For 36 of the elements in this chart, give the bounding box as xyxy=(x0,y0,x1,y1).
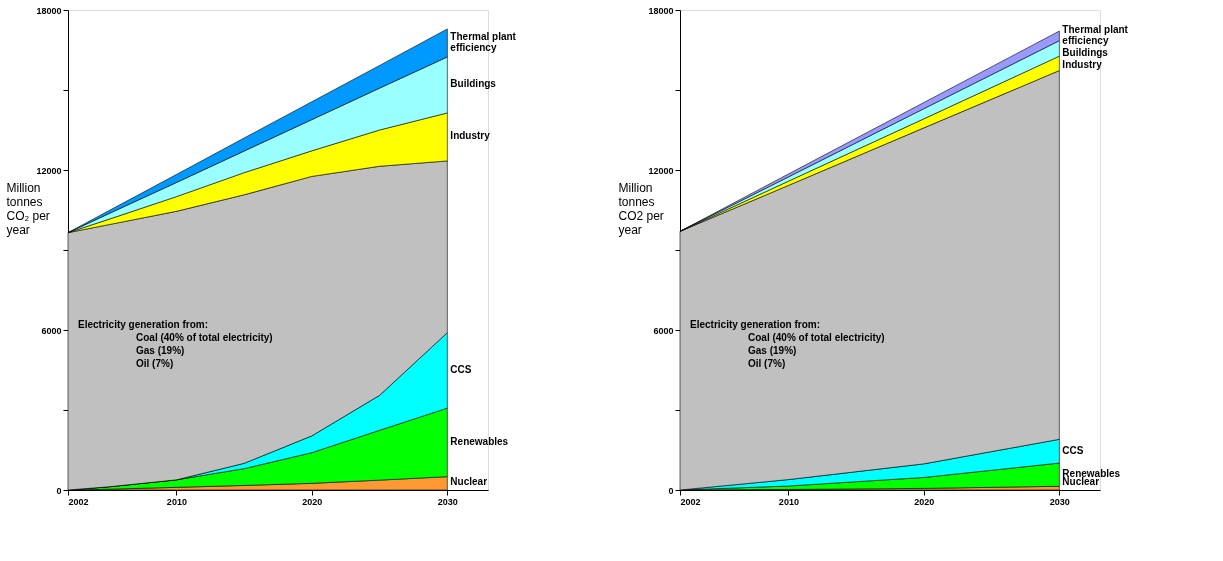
y-tick-label: 6000 xyxy=(653,325,674,336)
y-tick-label: 12000 xyxy=(648,165,674,176)
annotation: Oil (7%) xyxy=(748,357,786,369)
series-label: Industry xyxy=(450,130,491,142)
y-axis-title: Million tonnes CO2 per year xyxy=(618,181,664,238)
x-tick-label: 2002 xyxy=(68,496,89,507)
x-tick-label: 2002 xyxy=(680,496,701,507)
annotation: Gas (19%) xyxy=(136,344,185,356)
series-label: Nuclear xyxy=(450,476,488,487)
x-tick-label: 2010 xyxy=(166,496,187,507)
y-tick-label: 0 xyxy=(668,485,674,496)
series-label: Industry xyxy=(1062,58,1103,70)
y-tick-label: 6000 xyxy=(41,325,62,336)
y-tick-label: 12000 xyxy=(36,165,62,176)
annotation: Electricity generation from: xyxy=(78,318,209,330)
series-label: Thermal plant efficiency xyxy=(1062,23,1129,46)
series-label: Thermal plant efficiency xyxy=(450,30,517,53)
x-tick-label: 2010 xyxy=(778,496,799,507)
annotation: Gas (19%) xyxy=(748,344,797,356)
x-tick-label: 2030 xyxy=(437,496,458,507)
x-tick-label: 2030 xyxy=(1049,496,1070,507)
x-tick-label: 2020 xyxy=(302,496,323,507)
y-tick-label: 0 xyxy=(56,485,62,496)
annotation: Electricity generation from: xyxy=(690,318,821,330)
x-tick-label: 2020 xyxy=(914,496,935,507)
series-label: Renewables xyxy=(450,435,509,447)
series-label: Buildings xyxy=(1062,46,1109,58)
y-axis-title: Million tonnes CO₂ per year xyxy=(6,181,50,238)
y-tick-label: 18000 xyxy=(36,5,62,16)
series-label: Buildings xyxy=(450,78,497,90)
series-label: CCS xyxy=(1062,444,1084,456)
annotation: Coal (40% of total electricity) xyxy=(748,331,885,343)
y-tick-label: 18000 xyxy=(648,5,674,16)
series-label: CCS xyxy=(450,363,472,375)
annotation: Oil (7%) xyxy=(136,357,174,369)
annotation: Coal (40% of total electricity) xyxy=(136,331,273,343)
